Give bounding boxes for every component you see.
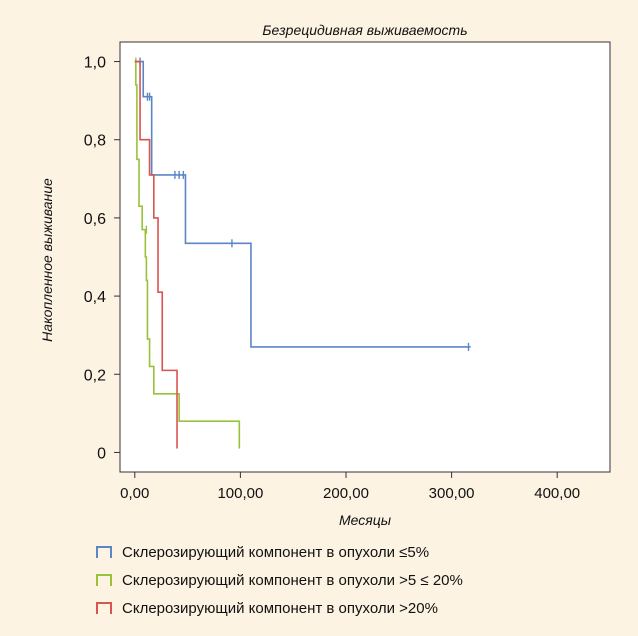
legend: Склерозирующий компонент в опухоли ≤5% С… bbox=[96, 538, 463, 622]
series-line-3 bbox=[134, 60, 178, 449]
y-tick-label: 0,2 bbox=[84, 367, 106, 384]
x-tick-label: 400,00 bbox=[534, 485, 580, 502]
y-tick-label: 0,8 bbox=[84, 133, 106, 150]
legend-label: Склерозирующий компонент в опухоли ≤5% bbox=[122, 543, 430, 561]
legend-item: Склерозирующий компонент в опухоли >5 ≤ … bbox=[96, 566, 463, 594]
y-tick-label: 0,6 bbox=[84, 211, 106, 228]
y-tick-label: 0 bbox=[97, 445, 106, 462]
legend-swatch-icon bbox=[96, 602, 112, 614]
plot-frame bbox=[119, 41, 611, 473]
x-tick-label: 100,00 bbox=[217, 485, 263, 502]
legend-item: Склерозирующий компонент в опухоли >20% bbox=[96, 594, 463, 622]
legend-swatch-icon bbox=[96, 546, 112, 558]
y-tick-label: 0,4 bbox=[84, 289, 106, 306]
chart-title: Безрецидивная выживаемость bbox=[262, 22, 468, 38]
x-axis-label: Месяцы bbox=[338, 512, 392, 528]
legend-swatch-icon bbox=[96, 574, 112, 586]
legend-label: Склерозирующий компонент в опухоли >5 ≤ … bbox=[122, 571, 463, 589]
legend-item: Склерозирующий компонент в опухоли ≤5% bbox=[96, 538, 463, 566]
legend-label: Склерозирующий компонент в опухоли >20% bbox=[122, 599, 438, 617]
x-tick-label: 200,00 bbox=[323, 485, 369, 502]
series-line-1 bbox=[134, 60, 471, 348]
x-tick-label: 300,00 bbox=[429, 485, 475, 502]
series-line-2 bbox=[134, 60, 241, 449]
x-tick-label: 0,00 bbox=[120, 485, 149, 502]
y-tick-label: 1,0 bbox=[84, 55, 106, 72]
